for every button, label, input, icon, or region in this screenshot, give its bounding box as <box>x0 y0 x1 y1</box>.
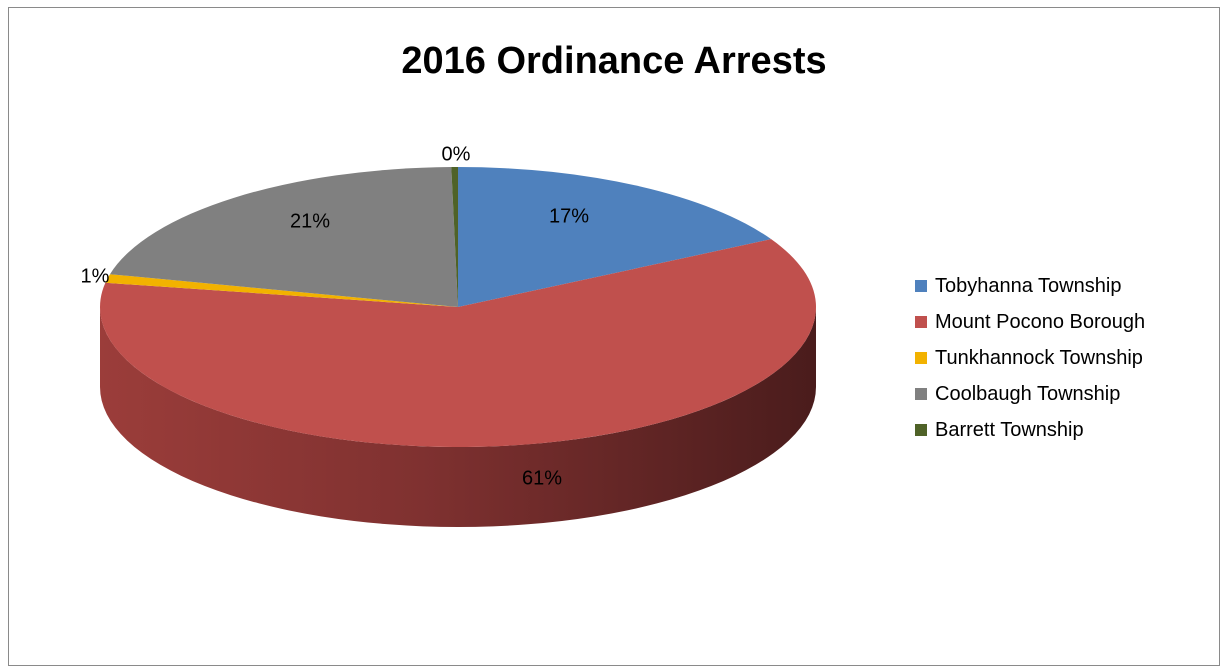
pie-slice-tobyhanna-township <box>458 167 772 307</box>
pie-top-group <box>99 167 817 448</box>
pie-slice-mount-pocono-borough <box>99 239 817 448</box>
data-label-coolbaugh-township: 21% <box>290 210 330 232</box>
chart-title: 2016 Ordinance Arrests <box>401 40 827 82</box>
legend-label: Barrett Township <box>935 418 1084 441</box>
data-label-tobyhanna-township: 17% <box>549 205 589 227</box>
legend-item-tobyhanna-township: Tobyhanna Township <box>915 268 1145 304</box>
pie-labels-group: 17% 61% 1% 21% 0% <box>81 143 590 489</box>
legend-swatch <box>915 316 927 328</box>
legend-label: Tunkhannock Township <box>935 346 1143 369</box>
legend-swatch <box>915 280 927 292</box>
legend-label: Coolbaugh Township <box>935 382 1121 405</box>
pie-slice-tunkhannock-township <box>105 274 459 307</box>
legend-swatch <box>915 388 927 400</box>
pie-slice-barrett-township <box>451 167 458 307</box>
legend-item-coolbaugh-township: Coolbaugh Township <box>915 376 1145 412</box>
legend-item-tunkhannock-township: Tunkhannock Township <box>915 340 1145 376</box>
pie-side-wall <box>100 307 816 527</box>
legend-swatch <box>915 352 927 364</box>
legend-label: Mount Pocono Borough <box>935 310 1146 333</box>
pie-slice-coolbaugh-township <box>109 167 458 307</box>
data-label-tunkhannock-township: 1% <box>81 265 110 287</box>
legend: Tobyhanna Township Mount Pocono Borough Tu… <box>915 268 1145 448</box>
legend-label: Tobyhanna Township <box>935 274 1122 297</box>
data-label-barrett-township: 0% <box>442 143 471 165</box>
legend-swatch <box>915 424 927 436</box>
data-label-mount-pocono-borough: 61% <box>522 467 562 489</box>
legend-item-mount-pocono-borough: Mount Pocono Borough <box>915 304 1145 340</box>
pie-side-group <box>100 307 816 527</box>
legend-item-barrett-township: Barrett Township <box>915 412 1145 448</box>
